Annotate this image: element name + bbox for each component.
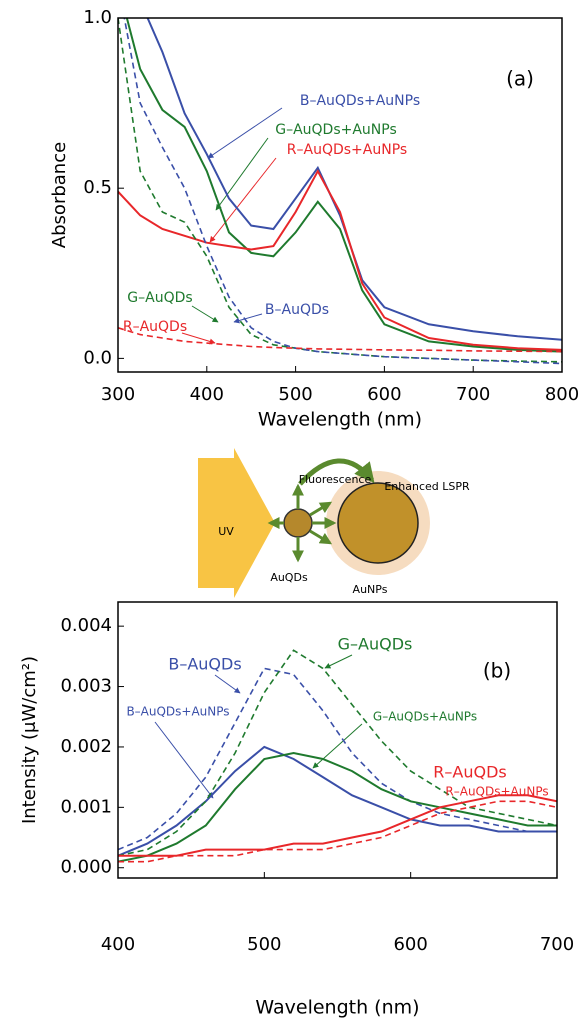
x-tick-label: 500 <box>278 384 312 405</box>
nanoparticle <box>337 482 419 564</box>
y-tick-label: 0.000 <box>60 857 112 878</box>
y-tick-label: 0.002 <box>60 736 112 757</box>
series-line <box>118 169 562 351</box>
series-label: B–AuQDs+AuNPs <box>126 705 229 719</box>
series-label: G–AuQDs+AuNPs <box>373 710 477 724</box>
diagram-label: Fluorescence <box>299 473 372 486</box>
diagram-label: AuQDs <box>270 571 308 584</box>
diagram: Fluorescence Enhanced LSPR UV AuQDs AuNP… <box>198 448 470 598</box>
series-label: G–AuQDs <box>127 290 192 306</box>
series-line <box>118 751 557 863</box>
x-tick-label: 400 <box>101 934 135 955</box>
series-label: B–AuQDs <box>168 655 241 674</box>
series-label: B–AuQDs+AuNPs <box>300 93 420 109</box>
x-axis-label: Wavelength (nm) <box>255 997 419 1019</box>
series-line <box>118 18 562 363</box>
series-line <box>118 745 557 857</box>
y-axis-label: Intensity (μW/cm²) <box>19 656 40 824</box>
series-line <box>125 18 562 353</box>
diagram-label: AuNPs <box>353 583 388 596</box>
series-label: G–AuQDs <box>338 635 413 654</box>
x-tick-label: 700 <box>456 384 490 405</box>
x-tick-label: 400 <box>190 384 224 405</box>
y-axis-label: Absorbance <box>49 142 70 248</box>
x-tick-label: 600 <box>393 934 427 955</box>
x-tick-label: 800 <box>545 384 579 405</box>
diagram-label: Enhanced LSPR <box>384 480 470 493</box>
series-line <box>118 667 557 851</box>
y-tick-label: 1.0 <box>83 7 112 28</box>
series-line <box>118 327 562 353</box>
x-tick-label: 300 <box>101 384 135 405</box>
y-tick-label: 0.004 <box>60 615 112 636</box>
plot-frame <box>117 601 558 879</box>
y-tick-label: 0.5 <box>83 177 112 198</box>
series-label: R–AuQDs <box>123 319 187 335</box>
x-tick-label: 600 <box>367 384 401 405</box>
series-line <box>146 18 562 341</box>
x-tick-label: 700 <box>540 934 574 955</box>
series-label: G–AuQDs+AuNPs <box>275 122 397 138</box>
emission-arrows <box>267 458 375 563</box>
series-label: B–AuQDs <box>265 302 329 318</box>
x-axis-label: Wavelength (nm) <box>258 409 422 431</box>
panel-label: (b) <box>483 659 511 683</box>
y-tick-label: 0.0 <box>83 347 112 368</box>
quantum-dot <box>283 508 313 538</box>
series-label: R–AuQDs+AuNPs <box>445 785 548 799</box>
series-line <box>118 649 557 857</box>
series-line <box>123 18 562 365</box>
panel-label: (a) <box>506 67 534 91</box>
diagram-label: UV <box>218 525 234 538</box>
y-tick-label: 0.003 <box>60 676 112 697</box>
uv-arrow <box>198 448 275 598</box>
series-line <box>118 800 557 863</box>
y-tick-label: 0.001 <box>60 796 112 817</box>
plot-frame <box>117 17 563 373</box>
series-label: R–AuQDs+AuNPs <box>287 142 407 158</box>
series-label: R–AuQDs <box>433 763 506 782</box>
x-tick-label: 500 <box>247 934 281 955</box>
series-line <box>118 794 557 857</box>
annotation-arrows <box>154 107 363 799</box>
